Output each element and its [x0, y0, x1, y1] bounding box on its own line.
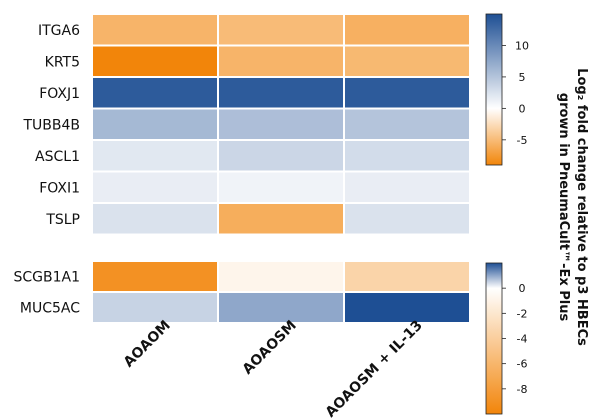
heatmap-cell	[343, 291, 471, 324]
heatmap-cell	[91, 291, 219, 324]
colorbar-tick-label: -8	[517, 383, 528, 396]
row-labels: ITGA6 KRT5 FOXJ1 TUBB4B ASCL1 FOXI1 TSLP SCGB1A…	[13, 23, 80, 317]
heatmap-cell	[217, 13, 345, 47]
colorbar-tick-label: 0	[519, 102, 526, 115]
row-label: ITGA6	[38, 23, 80, 39]
heatmap-cell	[343, 139, 471, 173]
heatmap-cell	[217, 139, 345, 173]
row-label: ASCL1	[35, 149, 80, 165]
heatmap-cell	[217, 44, 345, 78]
row-label: TUBB4B	[22, 117, 80, 133]
heatmap-cells	[91, 13, 471, 324]
colorbar-tick-label: -6	[517, 358, 528, 371]
heatmap-cell	[343, 44, 471, 78]
colorbar-title-line1: Log₂ fold change relative to p3 HBECs	[574, 68, 589, 346]
heatmap-cell	[91, 44, 219, 78]
heatmap-cell	[343, 260, 471, 293]
column-label: AOAOM	[121, 318, 174, 371]
row-label: SCGB1A1	[13, 270, 80, 286]
colorbar-1	[485, 13, 503, 166]
heatmap-cell	[91, 202, 219, 236]
heatmap-cell	[91, 139, 219, 173]
colorbars: 10 5 0 -5 0 -2 -4 -6 -8	[485, 13, 529, 415]
row-label: MUC5AC	[20, 301, 80, 317]
heatmap-cell	[343, 202, 471, 236]
heatmap-cell	[217, 107, 345, 141]
column-label: AOAOSM + IL-13	[323, 318, 426, 420]
colorbar-tick-label: -2	[517, 307, 528, 320]
heatmap-cell	[343, 107, 471, 141]
row-label: KRT5	[45, 54, 80, 70]
heatmap-cell	[91, 170, 219, 204]
heatmap-cell	[217, 260, 345, 293]
colorbar-tick-label: 5	[519, 71, 526, 84]
heatmap-cell	[343, 170, 471, 204]
heatmap-cell	[91, 13, 219, 47]
heatmap-cell	[217, 291, 345, 324]
heatmap-cell	[217, 76, 345, 110]
heatmap-cell	[217, 170, 345, 204]
colorbar-title-line2: grown in PneumaCult™-Ex Plus	[556, 93, 571, 322]
heatmap-cell	[91, 76, 219, 110]
heatmap-cell	[91, 107, 219, 141]
colorbar-tick-label: -5	[517, 134, 528, 147]
heatmap-cell	[343, 76, 471, 110]
row-label: FOXJ1	[39, 86, 80, 102]
row-label: TSLP	[45, 212, 80, 228]
row-label: FOXI1	[39, 180, 80, 196]
column-labels: AOAOM AOAOSM AOAOSM + IL-13	[121, 318, 426, 420]
colorbar-tick-label: 10	[515, 39, 529, 52]
heatmap-cell	[91, 260, 219, 293]
colorbar-tick-label: -4	[517, 333, 528, 346]
colorbar-2	[485, 262, 503, 415]
colorbar-tick-label: 0	[519, 282, 526, 295]
heatmap-cell	[343, 13, 471, 47]
heatmap-cell	[217, 202, 345, 236]
column-label: AOAOSM	[240, 318, 300, 378]
